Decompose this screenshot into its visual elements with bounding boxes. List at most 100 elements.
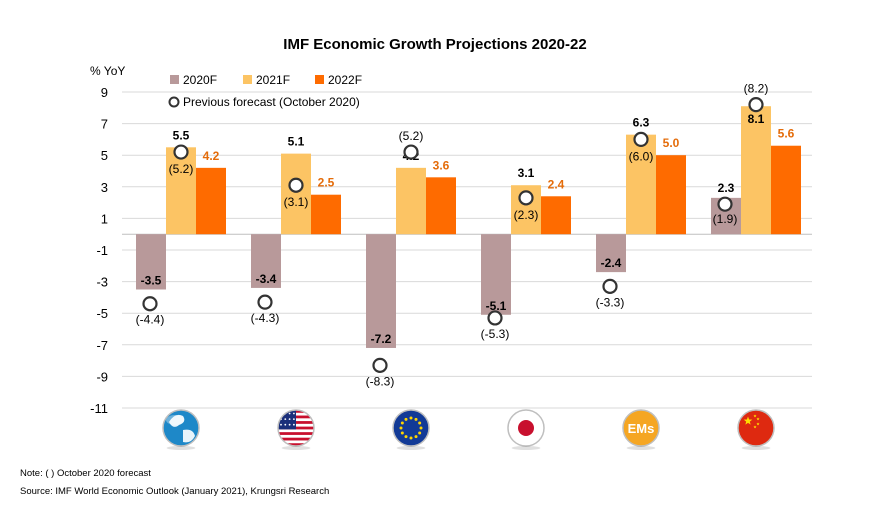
y-tick-label: -3 [96,275,108,290]
us-stripe [278,440,314,444]
previous-forecast-marker [403,144,419,160]
eu-star [419,426,423,430]
ems-badge-bg [623,410,659,446]
eu-flag-icon [392,409,430,450]
legend-swatch [170,75,179,84]
value-label: -7.2 [371,332,392,346]
previous-forecast-label: (6.0) [629,149,654,163]
icon-ring [162,409,200,447]
previous-forecast-marker [748,97,764,113]
us-star [293,418,295,420]
legend-label: 2020F [183,73,217,87]
icon-ring [622,409,660,447]
globe-land [183,429,195,443]
icon-shadow [281,446,311,450]
legend-label: Previous forecast (October 2020) [183,95,360,109]
previous-forecast-marker [717,196,733,212]
icon-clip-group: EMs [623,410,659,446]
previous-forecast-label: (8.2) [744,82,769,96]
previous-forecast-label: (-4.3) [251,311,280,325]
globe-land [169,414,185,427]
value-label: 2.5 [318,176,335,190]
previous-forecast-marker [173,144,189,160]
bar-2022F-united-states [311,194,341,235]
bar-2022F-japan [541,196,571,235]
bar-2020F-world [136,234,166,290]
us-star [284,418,287,420]
us-stripe [278,434,314,438]
bar-2021F-ems [626,134,656,235]
us-star [293,423,295,426]
eu-star [418,421,422,425]
previous-forecast-marker [518,190,534,206]
us-star [293,412,295,415]
previous-forecast-label: (2.3) [514,208,539,222]
icon-clip-group [738,410,774,446]
value-label: 3.1 [518,166,535,180]
us-star [280,412,282,415]
bar-2020F-ems [596,234,626,273]
value-label: 5.6 [778,127,795,141]
previous-forecast-marker [487,310,503,326]
y-tick-label: 5 [101,148,108,163]
icon-ring [737,409,775,447]
eu-star [418,431,422,435]
previous-forecast-label: (-4.4) [136,313,165,327]
value-label: -2.4 [601,256,622,270]
previous-forecast-label: (3.1) [284,195,309,209]
eu-star [409,416,413,420]
eu-star [404,417,408,421]
previous-forecast-marker [142,296,158,312]
icon-clip-group [163,410,199,446]
us-stripe [278,437,314,441]
bar-2020F-euro-area [366,234,396,348]
bar-2021F-world [166,147,196,235]
previous-forecast-marker [257,294,273,310]
bar-2022F-china [771,145,801,235]
icon-ring [392,409,430,447]
previous-forecast-label: (5.2) [169,162,194,176]
value-label: 3.6 [433,158,450,172]
icon-shadow [511,446,541,450]
value-label: 2.3 [718,181,735,195]
value-label: 2.4 [548,177,565,191]
bar-2022F-ems [656,155,686,235]
previous-forecast-marker [372,357,388,373]
previous-forecast-label: (-8.3) [366,374,395,388]
bar-2022F-world [196,167,226,235]
value-label: -3.5 [141,274,162,288]
icon-shadow [166,446,196,450]
cn-small-star [756,417,760,421]
cn-small-star [753,425,757,429]
eu-star [400,431,404,435]
bar-2020F-japan [481,234,511,315]
eu-star [399,426,403,430]
us-flag-icon [277,409,315,450]
value-label: 6.3 [633,116,650,130]
china-flag-icon [737,409,775,450]
value-label: -3.4 [256,272,277,286]
previous-forecast-label: (5.2) [399,129,424,143]
previous-forecast-label: (-3.3) [596,295,625,309]
us-stripe [278,443,314,446]
chart-title: IMF Economic Growth Projections 2020-22 [283,36,587,53]
legend-swatch [315,75,324,84]
globe-icon [162,409,200,450]
us-star [280,423,282,426]
us-star [288,423,291,426]
eu-field [393,410,429,446]
legend-label: 2022F [328,73,362,87]
cn-small-star [753,414,757,418]
icon-shadow [626,446,656,450]
y-tick-label: 1 [101,211,108,226]
us-stripe [278,432,314,436]
legend-swatch [243,75,252,84]
value-label: 5.0 [663,136,680,150]
us-star [284,423,287,426]
legend-marker [168,96,180,108]
eu-star [400,421,404,425]
eu-star [414,435,418,439]
cn-field [738,410,774,446]
us-star [288,412,291,415]
